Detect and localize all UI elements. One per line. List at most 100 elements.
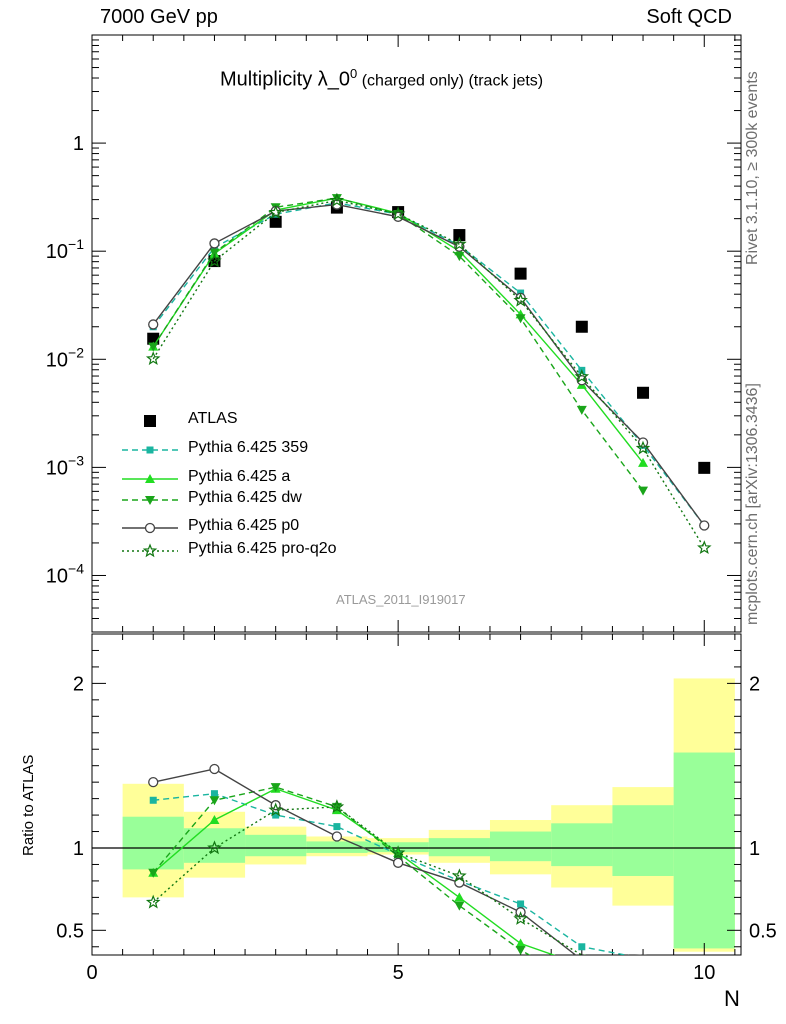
series-pythia-6-425-pro-q2o-point xyxy=(697,540,712,555)
x-axis-title: N xyxy=(724,986,740,1011)
legend-label-atlas: ATLAS xyxy=(188,410,238,427)
legend-label-a: Pythia 6.425 a xyxy=(188,468,291,485)
series-pythia-6-425-pro-q2o-point xyxy=(574,369,590,383)
ratio-y-tick-label: 2 xyxy=(73,673,84,695)
series-pythia-6-425-dw-point xyxy=(638,486,649,496)
ratio-inner-band xyxy=(673,752,735,949)
ratio-pythia-6-425-pro-q2o-point xyxy=(452,868,467,883)
ratio-pythia-6-425-a-point xyxy=(515,938,526,948)
series-pythia-6-425-dw-point xyxy=(454,252,465,262)
ratio-pythia-6-425-359-point xyxy=(210,790,218,798)
series-pythia-6-425-pro-q2o-point xyxy=(390,206,406,221)
series-pythia-6-425-p0-point xyxy=(209,238,220,249)
ratio-inner-band xyxy=(183,828,246,863)
series-pythia-6-425-p0-point xyxy=(699,520,710,531)
analysis-watermark: ATLAS_2011_I919017 xyxy=(336,592,466,607)
ratio-y-tick-label: 2 xyxy=(749,673,760,695)
ratio-pythia-6-425-dw-point xyxy=(515,946,526,955)
ratio-y-axis-title: Ratio to ATLAS xyxy=(20,754,37,856)
ratio-inner-band xyxy=(612,805,674,876)
series-atlas-point xyxy=(514,267,527,280)
ratio-panel-frame xyxy=(91,633,742,956)
ratio-pythia-6-425-359-point xyxy=(517,900,525,908)
series-pythia-6-425-dw-point xyxy=(515,314,526,324)
ratio-pythia-6-425-359-point xyxy=(149,796,157,804)
top-panel-frame xyxy=(91,34,742,633)
ratio-inner-band xyxy=(551,823,613,867)
series-atlas-point xyxy=(269,215,282,228)
ratio-y-tick-label: 1 xyxy=(73,838,84,860)
ratio-pythia-6-425-dw-point xyxy=(270,783,281,793)
x-tick-label: 5 xyxy=(393,962,404,984)
header-category-label: Soft QCD xyxy=(646,6,732,28)
ratio-pythia-6-425-a-point xyxy=(209,815,220,825)
series-pythia-6-425-p0-line xyxy=(152,203,705,526)
chart-title-main: Multiplicity λ_0 xyxy=(220,68,351,91)
ratio-y-tick-label: 1 xyxy=(749,838,760,860)
ratio-pythia-6-425-p0-point xyxy=(148,777,159,788)
legend-label-359: Pythia 6.425 359 xyxy=(188,439,309,456)
series-atlas-point xyxy=(698,461,711,474)
series-pythia-6-425-dw-point xyxy=(209,248,220,258)
ratio-y-tick-label: 0.5 xyxy=(56,920,84,942)
ratio-pythia-6-425-p0-point xyxy=(392,857,404,868)
x-tick-label: 10 xyxy=(693,962,715,984)
series-pythia-6-425-pro-q2o-point xyxy=(145,351,161,366)
x-tick-label: 0 xyxy=(86,962,97,984)
legend-marker-pythia-6-425-pro-q2o xyxy=(142,543,158,558)
y-tick-label: 10−4 xyxy=(46,560,84,587)
ratio-pythia-6-425-359-point xyxy=(272,811,280,819)
series-pythia-6-425-pro-q2o-point xyxy=(452,236,467,251)
ratio-pythia-6-425-dw-point xyxy=(209,796,220,806)
series-atlas-point xyxy=(453,229,466,242)
y-tick-label: 1 xyxy=(73,133,84,155)
series-pythia-6-425-a-point xyxy=(638,457,649,467)
series-pythia-6-425-pro-q2o-point xyxy=(513,292,528,307)
series-pythia-6-425-pro-q2o-point xyxy=(268,204,283,219)
ratio-pythia-6-425-359-point xyxy=(333,823,341,831)
chart-title: Multiplicity λ_00 (charged only) (track … xyxy=(220,66,543,92)
ratio-pythia-6-425-pro-q2o-point xyxy=(145,894,161,909)
ratio-inner-band xyxy=(428,838,490,857)
ratio-pythia-6-425-pro-q2o-point xyxy=(329,799,345,814)
ratio-pythia-6-425-pro-q2o-point xyxy=(268,802,283,817)
ratio-pythia-6-425-dw-point xyxy=(454,901,465,911)
series-pythia-6-425-359-line xyxy=(152,202,705,526)
ratio-pythia-6-425-pro-q2o-point xyxy=(207,840,222,855)
series-pythia-6-425-p0-point xyxy=(148,319,159,330)
ratio-inner-band xyxy=(122,816,184,870)
series-pythia-6-425-pro-q2o-point xyxy=(329,192,345,207)
legend-label-p0: Pythia 6.425 p0 xyxy=(188,517,300,534)
ratio-pythia-6-425-dw-point xyxy=(148,868,159,878)
series-pythia-6-425-dw-point xyxy=(148,342,159,352)
ratio-pythia-6-425-p0-point xyxy=(331,831,343,842)
ratio-pythia-6-425-pro-q2o-point xyxy=(513,911,528,925)
legend-marker-atlas xyxy=(144,415,156,427)
legend-label-pro-q2o: Pythia 6.425 pro-q2o xyxy=(188,540,337,557)
chart-title-rest: (charged only) (track jets) xyxy=(357,72,544,90)
series-pythia-6-425-dw-point xyxy=(576,405,587,415)
ratio-bands xyxy=(122,678,735,952)
header-energy-label: 7000 GeV pp xyxy=(100,6,218,28)
ratio-pythia-6-425-p0-point xyxy=(209,763,220,775)
legend-marker-pythia-6-425-359 xyxy=(146,446,154,454)
ratio-pythia-6-425-pro-q2o-point xyxy=(390,845,406,860)
top-panel-series xyxy=(145,192,712,555)
chart-title-superscript: 0 xyxy=(350,66,358,81)
ratio-pythia-6-425-359-point xyxy=(578,943,586,951)
series-pythia-6-425-pro-q2o-point xyxy=(207,253,222,268)
legend-marker-pythia-6-425-dw xyxy=(145,496,155,505)
legend-marker-pythia-6-425-p0 xyxy=(144,522,156,534)
ratio-panel-series xyxy=(145,763,648,955)
ratio-y-tick-label: 0.5 xyxy=(749,920,777,942)
series-pythia-6-425-dw-point xyxy=(331,194,342,204)
y-tick-label: 10−2 xyxy=(46,344,84,371)
series-atlas-point xyxy=(637,386,650,399)
ratio-pythia-6-425-a-point xyxy=(454,892,465,902)
series-atlas-point xyxy=(575,320,588,333)
ratio-pythia-6-425-p0-line xyxy=(153,768,648,955)
y-tick-label: 10−1 xyxy=(46,236,84,263)
ratio-inner-band xyxy=(306,841,368,853)
series-pythia-6-425-pro-q2o-point xyxy=(635,440,651,455)
